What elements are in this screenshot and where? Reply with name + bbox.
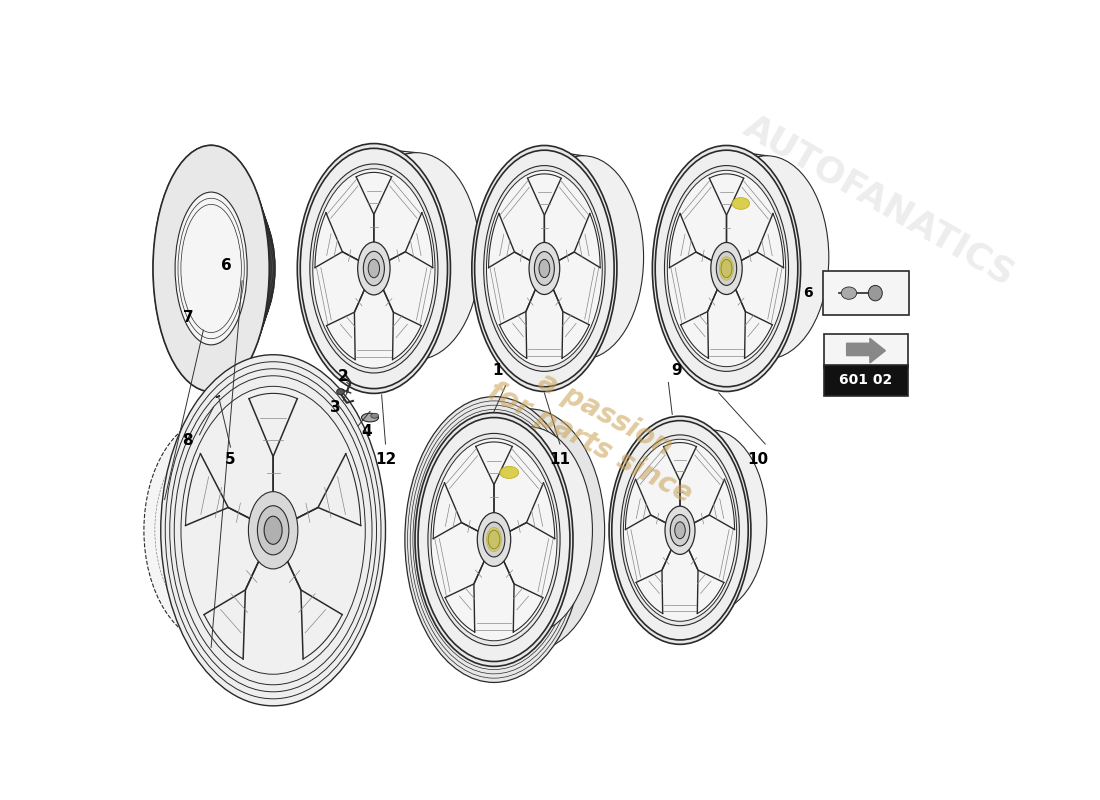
Ellipse shape: [484, 166, 605, 371]
Text: 5: 5: [226, 452, 235, 467]
Ellipse shape: [652, 146, 801, 391]
Text: AUTOFANATICS: AUTOFANATICS: [738, 110, 1021, 292]
Ellipse shape: [312, 169, 434, 368]
Text: 12: 12: [375, 452, 396, 467]
Ellipse shape: [249, 492, 298, 569]
Ellipse shape: [656, 430, 767, 612]
Text: 11: 11: [549, 452, 571, 467]
Ellipse shape: [153, 146, 270, 392]
Ellipse shape: [535, 251, 554, 286]
Ellipse shape: [486, 527, 502, 551]
Ellipse shape: [483, 522, 505, 557]
Ellipse shape: [211, 201, 275, 336]
Ellipse shape: [465, 426, 593, 634]
Circle shape: [842, 287, 857, 299]
Text: 6: 6: [803, 286, 813, 300]
Ellipse shape: [499, 466, 519, 478]
Ellipse shape: [488, 530, 499, 549]
Ellipse shape: [609, 416, 751, 644]
Ellipse shape: [300, 148, 448, 389]
Ellipse shape: [353, 153, 480, 360]
Ellipse shape: [297, 143, 450, 394]
Ellipse shape: [529, 242, 560, 294]
Ellipse shape: [453, 409, 605, 652]
Ellipse shape: [711, 242, 742, 294]
Ellipse shape: [363, 251, 384, 286]
Ellipse shape: [522, 156, 644, 359]
Text: 3: 3: [330, 399, 340, 414]
Ellipse shape: [472, 146, 617, 391]
Text: 2: 2: [338, 369, 349, 384]
Ellipse shape: [144, 416, 290, 644]
Ellipse shape: [705, 156, 828, 359]
Ellipse shape: [720, 259, 732, 278]
Ellipse shape: [428, 434, 560, 646]
Ellipse shape: [418, 418, 570, 662]
Ellipse shape: [310, 164, 438, 373]
Text: 7: 7: [183, 310, 194, 326]
Ellipse shape: [358, 242, 390, 295]
Text: a passion
for parts since: a passion for parts since: [483, 349, 713, 509]
Ellipse shape: [362, 414, 378, 422]
Ellipse shape: [182, 386, 365, 674]
Ellipse shape: [474, 150, 614, 386]
Ellipse shape: [666, 506, 695, 554]
Ellipse shape: [656, 150, 798, 386]
Text: 1: 1: [493, 362, 503, 378]
Polygon shape: [847, 338, 886, 363]
Ellipse shape: [674, 522, 685, 538]
Ellipse shape: [670, 514, 690, 546]
Text: 8: 8: [183, 434, 194, 449]
Text: 6: 6: [221, 258, 232, 273]
Ellipse shape: [415, 413, 573, 666]
Ellipse shape: [624, 439, 737, 622]
Ellipse shape: [175, 192, 248, 345]
Ellipse shape: [539, 259, 550, 278]
Ellipse shape: [868, 286, 882, 301]
Text: 601 02: 601 02: [839, 373, 892, 387]
Ellipse shape: [716, 251, 737, 286]
Circle shape: [196, 509, 205, 516]
Ellipse shape: [431, 438, 557, 641]
Ellipse shape: [161, 354, 385, 706]
Ellipse shape: [477, 513, 510, 566]
FancyBboxPatch shape: [823, 271, 909, 315]
Circle shape: [337, 389, 344, 394]
FancyBboxPatch shape: [824, 365, 909, 396]
Ellipse shape: [719, 257, 734, 280]
Ellipse shape: [368, 259, 379, 278]
Ellipse shape: [486, 170, 603, 366]
Ellipse shape: [257, 506, 289, 555]
Ellipse shape: [732, 198, 750, 210]
Text: 4: 4: [361, 424, 372, 439]
FancyBboxPatch shape: [824, 334, 909, 368]
Polygon shape: [217, 396, 220, 397]
Text: 10: 10: [747, 452, 768, 467]
Ellipse shape: [405, 397, 583, 682]
Text: 9: 9: [671, 362, 681, 378]
Circle shape: [198, 634, 224, 655]
Ellipse shape: [612, 421, 748, 640]
Ellipse shape: [620, 435, 739, 626]
Ellipse shape: [664, 166, 789, 371]
Ellipse shape: [371, 414, 378, 418]
Ellipse shape: [264, 516, 282, 544]
Ellipse shape: [668, 170, 785, 366]
